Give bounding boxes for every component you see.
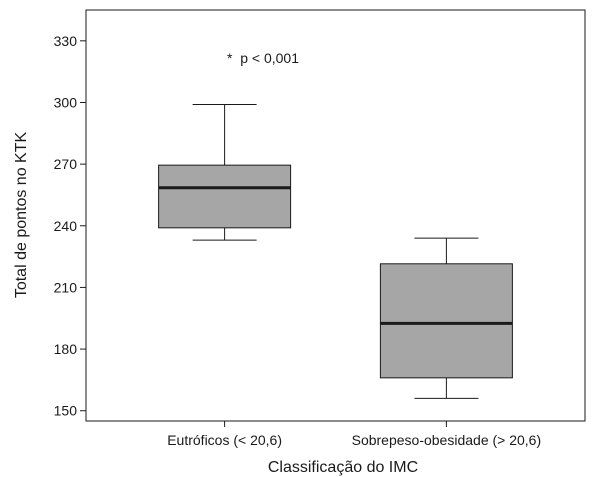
x-axis-label: Classificação do IMC [268,459,418,476]
y-tick-label: 180 [54,341,78,357]
x-tick-label: Sobrepeso-obesidade (> 20,6) [352,432,542,448]
y-axis-label: Total de pontos no KTK [13,132,30,299]
plot-frame [85,9,586,422]
annotation-p-value: * p < 0,001 [227,50,299,66]
y-axis: 150 180 210 240 270 300 330 [54,33,86,419]
iqr-box [379,263,513,379]
y-tick-label: 240 [54,218,78,234]
y-tick-label: 270 [54,156,78,172]
x-axis: Eutróficos (< 20,6) Sobrepeso-obesidade (… [167,421,541,448]
iqr-box [158,164,292,229]
y-tick-label: 150 [54,403,78,419]
y-tick-label: 330 [54,33,78,49]
y-tick-label: 300 [54,94,78,110]
y-tick-label: 210 [54,279,78,295]
x-tick-label: Eutróficos (< 20,6) [167,432,282,448]
box-series [158,104,513,399]
